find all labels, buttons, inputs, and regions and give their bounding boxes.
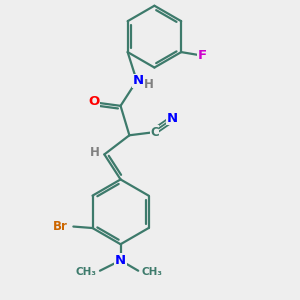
- Text: C: C: [150, 126, 159, 139]
- Text: CH₃: CH₃: [76, 267, 97, 277]
- Text: CH₃: CH₃: [141, 267, 162, 277]
- Text: H: H: [144, 78, 154, 91]
- Text: F: F: [198, 49, 207, 62]
- Text: Br: Br: [53, 220, 68, 233]
- Text: H: H: [90, 146, 100, 159]
- Text: N: N: [115, 254, 126, 267]
- Text: N: N: [133, 74, 144, 87]
- Text: O: O: [88, 95, 100, 108]
- Text: N: N: [167, 112, 178, 125]
